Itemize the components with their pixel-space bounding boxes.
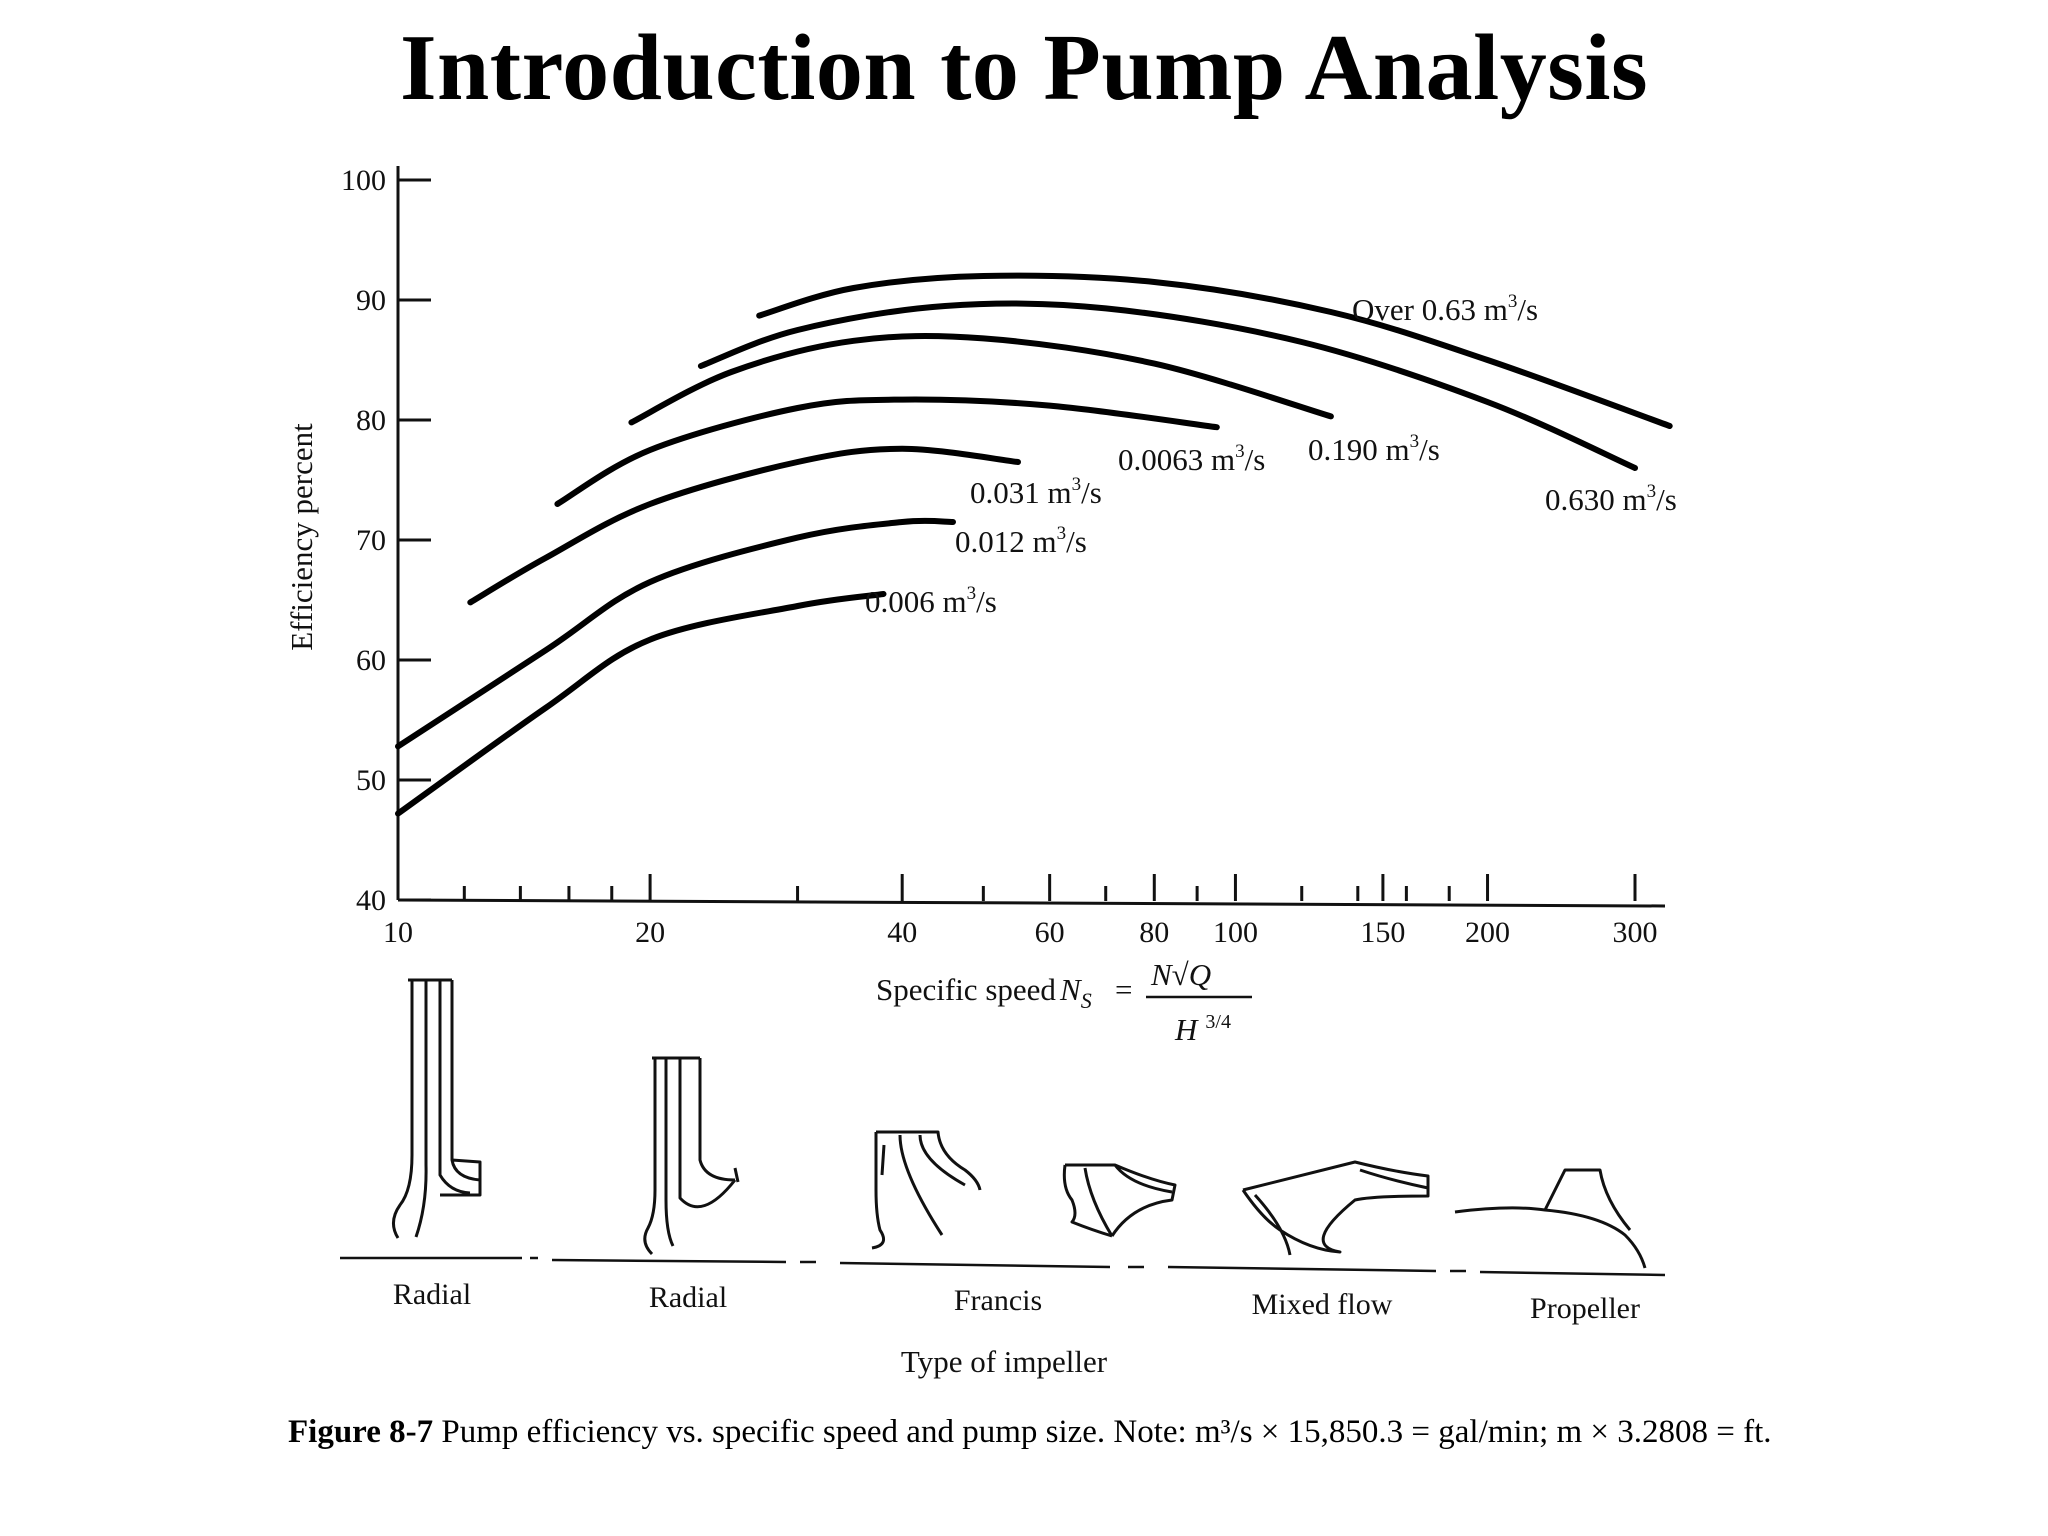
series-line bbox=[554, 396, 1220, 507]
x-axis-symbol-subscript: S bbox=[1081, 988, 1092, 1013]
y-tick-label: 100 bbox=[341, 164, 386, 197]
x-tick-label: 80 bbox=[1139, 916, 1169, 949]
francis-impeller-2 bbox=[1062, 1163, 1177, 1238]
propeller-impeller bbox=[1454, 1168, 1647, 1269]
y-tick-label: 90 bbox=[356, 284, 386, 317]
y-tick-label: 60 bbox=[356, 644, 386, 677]
radial-impeller-1 bbox=[392, 978, 482, 1239]
figure-caption-text: Pump efficiency vs. specific speed and p… bbox=[441, 1414, 1772, 1450]
impeller-baseline bbox=[340, 1256, 1666, 1277]
x-axis-formula-denominator: H 3/4 bbox=[1174, 1011, 1231, 1047]
series-line bbox=[395, 517, 956, 750]
series-label: 0.012 m3/s bbox=[955, 523, 1087, 559]
impeller-label-mixed-flow: Mixed flow bbox=[1252, 1288, 1393, 1321]
radial-impeller-2 bbox=[643, 1056, 740, 1256]
francis-impeller-1 bbox=[871, 1130, 982, 1250]
x-tick-label: 20 bbox=[635, 916, 665, 949]
impeller-baseline-seg-5 bbox=[1479, 1270, 1666, 1277]
impeller-label-radial-2: Radial bbox=[649, 1281, 727, 1314]
impeller-baseline-seg-2 bbox=[551, 1258, 787, 1264]
x-tick-label: 300 bbox=[1613, 916, 1658, 949]
series-label: 0.190 m3/s bbox=[1308, 431, 1440, 467]
series-line bbox=[628, 332, 1334, 426]
figure-caption-label: Figure 8-7 bbox=[288, 1414, 434, 1450]
impeller-baseline-seg-3 bbox=[839, 1261, 1111, 1269]
y-tick-label: 80 bbox=[356, 404, 386, 437]
impeller-diagrams bbox=[392, 978, 1647, 1269]
x-tick-label: 40 bbox=[887, 916, 917, 949]
x-axis-label-equals: = bbox=[1115, 972, 1132, 1007]
x-axis-formula-exponent: 3/4 bbox=[1205, 1011, 1231, 1033]
impeller-label-propeller: Propeller bbox=[1530, 1292, 1640, 1325]
x-tick-label: 200 bbox=[1465, 916, 1510, 949]
x-tick-label: 10 bbox=[383, 916, 413, 949]
series-label: 0.630 m3/s bbox=[1545, 481, 1677, 517]
slide-title: Introduction to Pump Analysis bbox=[399, 16, 1649, 120]
series-label: Over 0.63 m3/s bbox=[1352, 291, 1538, 327]
propeller-impeller-shape bbox=[1454, 1168, 1647, 1269]
francis-impeller-1-shape bbox=[871, 1130, 982, 1250]
chart-axes bbox=[396, 166, 1666, 908]
y-tick-label: 40 bbox=[356, 884, 386, 917]
x-tick-label: 100 bbox=[1213, 916, 1258, 949]
impeller-label-radial-1: Radial bbox=[393, 1278, 471, 1311]
figure-caption: Figure 8-7 Pump efficiency vs. specific … bbox=[288, 1410, 1848, 1454]
x-axis-formula-h: H bbox=[1174, 1012, 1199, 1047]
chart-series bbox=[395, 272, 1673, 817]
chart-labels: 40 50 60 70 80 90 100 10 20 40 60 80 100 150 200 300 0.0… bbox=[341, 164, 1677, 949]
x-axis-label-symbol: NS bbox=[1059, 972, 1092, 1013]
francis-impeller-2-shape bbox=[1062, 1163, 1177, 1238]
x-axis-label-prefix: Specific speed bbox=[876, 972, 1056, 1007]
radial-impeller-1-shape bbox=[392, 978, 482, 1239]
x-axis-line bbox=[397, 898, 1666, 908]
mixed-flow-impeller bbox=[1241, 1160, 1430, 1256]
series-label: 0.0063 m3/s bbox=[1118, 441, 1265, 477]
x-tick-label: 60 bbox=[1035, 916, 1065, 949]
y-axis-label: Efficiency percent bbox=[284, 423, 319, 651]
x-axis-symbol-letter: N bbox=[1059, 972, 1083, 1007]
series-line bbox=[467, 445, 1021, 606]
x-axis-formula-numerator: N√Q bbox=[1150, 957, 1211, 992]
series-label: 0.031 m3/s bbox=[970, 474, 1102, 510]
mixed-flow-impeller-shape bbox=[1241, 1160, 1430, 1256]
chart-ticks bbox=[398, 178, 1637, 902]
radial-impeller-2-shape bbox=[643, 1056, 740, 1256]
y-tick-label: 70 bbox=[356, 524, 386, 557]
impeller-axis-label: Type of impeller bbox=[901, 1344, 1108, 1379]
x-tick-label: 150 bbox=[1360, 916, 1405, 949]
series-label: 0.006 m3/s bbox=[865, 583, 997, 619]
series-line bbox=[395, 591, 887, 817]
series-line bbox=[756, 272, 1673, 429]
series-line bbox=[697, 300, 1638, 471]
impeller-type-labels: Radial Radial Francis Mixed flow Propell… bbox=[393, 1278, 1640, 1325]
x-axis-label: Specific speed NS = N√Q H 3/4 bbox=[876, 957, 1252, 1047]
y-tick-label: 50 bbox=[356, 764, 386, 797]
impeller-baseline-seg-4 bbox=[1167, 1265, 1437, 1273]
impeller-label-francis: Francis bbox=[954, 1284, 1042, 1317]
